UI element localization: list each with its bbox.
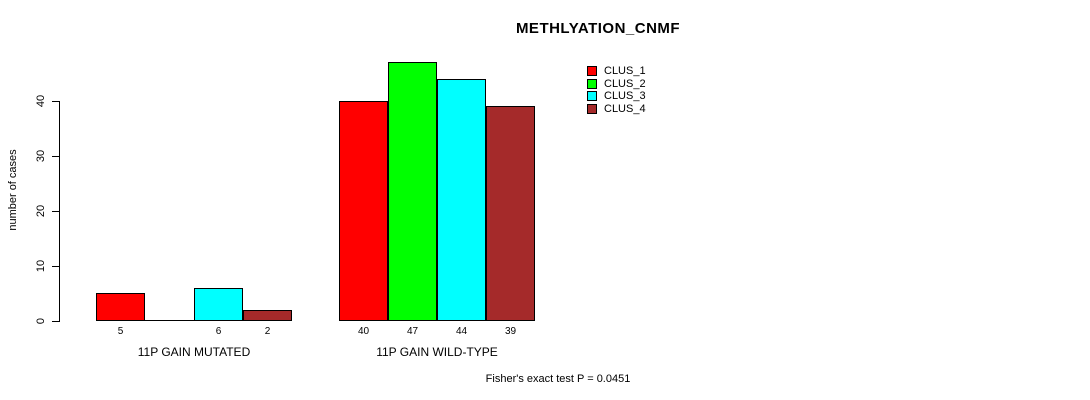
bar-clus_2-2 [388, 62, 437, 321]
y-tick-label: 10 [35, 259, 47, 272]
bar-clus_3-2 [437, 78, 486, 321]
zero-height-bar-clus_2 [145, 320, 194, 321]
bar-value-label: 2 [264, 326, 271, 337]
footnote-text: Fisher's exact test P = 0.0451 [485, 373, 631, 385]
legend-item-clus_4: CLUS_4 [587, 103, 646, 116]
legend-item-clus_3: CLUS_3 [587, 90, 646, 103]
y-axis-line [59, 100, 60, 322]
legend-swatch-clus_4 [587, 103, 597, 114]
y-tick-label: 30 [35, 149, 47, 162]
bar-value-label: 39 [504, 326, 517, 337]
legend-item-clus_2: CLUS_2 [587, 78, 646, 91]
y-tick-mark [52, 210, 59, 212]
bar-value-label: 47 [406, 326, 419, 337]
legend: CLUS_1 CLUS_2 CLUS_3 CLUS_4 [587, 65, 646, 115]
legend-item-clus_1: CLUS_1 [587, 65, 646, 78]
y-tick-mark [52, 320, 59, 322]
legend-swatch-clus_1 [587, 66, 597, 77]
chart-title: METHLYATION_CNMF [515, 20, 681, 37]
y-axis-label: number of cases [7, 149, 19, 231]
bar-clus_3-1 [194, 287, 243, 321]
bar-value-label: 44 [455, 326, 468, 337]
bar-value-label: 6 [215, 326, 222, 337]
legend-label: CLUS_2 [604, 77, 646, 90]
bar-clus_1-2 [339, 100, 388, 321]
bar-value-label: 5 [117, 326, 124, 337]
legend-swatch-clus_3 [587, 91, 597, 102]
y-tick-label: 20 [35, 204, 47, 217]
y-tick-label: 0 [35, 317, 47, 324]
bar-clus_1-1 [96, 293, 145, 321]
y-tick-mark [52, 155, 59, 157]
y-tick-mark [52, 100, 59, 102]
bar-clus_4-1 [243, 309, 292, 321]
legend-swatch-clus_2 [587, 78, 597, 89]
legend-label: CLUS_3 [604, 90, 646, 103]
bar-value-label: 40 [357, 326, 370, 337]
category-label-2: 11P GAIN WILD-TYPE [376, 345, 498, 359]
bar-clus_4-2 [486, 106, 535, 321]
legend-label: CLUS_1 [604, 65, 646, 78]
legend-label: CLUS_4 [604, 102, 646, 115]
category-label-1: 11P GAIN MUTATED [137, 345, 251, 359]
y-tick-label: 40 [35, 94, 47, 107]
y-tick-mark [52, 265, 59, 267]
